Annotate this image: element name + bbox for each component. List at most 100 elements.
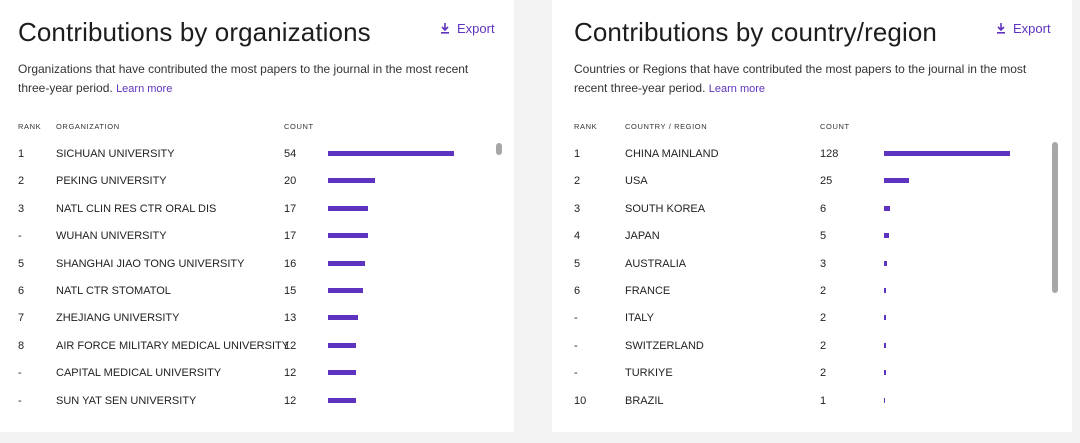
bar	[884, 370, 886, 376]
name-cell: CAPITAL MEDICAL UNIVERSITY	[56, 367, 222, 380]
count-header: COUNT	[284, 122, 314, 131]
panel-title: Contributions by country/region	[574, 17, 937, 47]
name-cell: SUN YAT SEN UNIVERSITY	[56, 394, 197, 407]
table-row: 3 SOUTH KOREA 6	[552, 199, 1072, 219]
table-row: 5 AUSTRALIA 3	[552, 254, 1072, 274]
rank-cell: 7	[18, 312, 25, 325]
table-row: - TURKIYE 2	[552, 363, 1072, 383]
name-cell: USA	[625, 175, 648, 188]
panel-title: Contributions by organizations	[18, 17, 371, 47]
count-cell: 2	[820, 285, 827, 297]
count-cell: 2	[820, 312, 827, 325]
export-button[interactable]: Export	[996, 21, 1051, 36]
bar	[328, 205, 368, 211]
name-cell: ZHEJIANG UNIVERSITY	[56, 312, 180, 325]
table-row: 2 PEKING UNIVERSITY 20	[0, 171, 514, 191]
count-cell: 6	[820, 202, 827, 215]
name-cell: SOUTH KOREA	[625, 202, 706, 215]
count-cell: 13	[284, 312, 297, 325]
export-label: Export	[1013, 21, 1051, 36]
table-row: 4 JAPAN 5	[552, 226, 1072, 246]
bar	[328, 151, 454, 156]
rank-cell: 10	[574, 394, 587, 407]
count-cell: 25	[820, 175, 833, 188]
panel-description: Countries or Regions that have contribut…	[574, 60, 1034, 99]
name-cell: AIR FORCE MILITARY MEDICAL UNIVERSITY	[56, 339, 290, 352]
rank-cell: 2	[18, 175, 25, 188]
rank-cell: 8	[18, 339, 25, 352]
table-row: 2 USA 25	[552, 171, 1072, 191]
count-cell: 12	[284, 367, 297, 380]
bar	[884, 342, 886, 348]
bar	[884, 397, 885, 403]
table-row: 6 FRANCE 2	[552, 281, 1072, 301]
count-cell: 1	[820, 394, 827, 407]
rank-cell: 2	[574, 175, 581, 188]
table-row: 3 NATL CLIN RES CTR ORAL DIS 17	[0, 199, 514, 219]
name-cell: JAPAN	[625, 230, 660, 243]
name-header: COUNTRY / REGION	[625, 122, 708, 131]
count-cell: 128	[820, 148, 839, 160]
name-cell: CHINA MAINLAND	[625, 148, 719, 160]
bar	[328, 260, 366, 266]
organizations-panel: Contributions by organizations Export Or…	[0, 0, 514, 432]
bar	[884, 151, 1010, 156]
name-cell: SICHUAN UNIVERSITY	[56, 148, 175, 160]
count-cell: 12	[284, 339, 297, 352]
count-cell: 16	[284, 257, 297, 270]
name-cell: SHANGHAI JIAO TONG UNIVERSITY	[56, 257, 245, 270]
name-cell: PEKING UNIVERSITY	[56, 175, 167, 188]
export-button[interactable]: Export	[440, 21, 495, 36]
bar	[328, 397, 356, 403]
name-cell: WUHAN UNIVERSITY	[56, 230, 167, 243]
table-row: - CAPITAL MEDICAL UNIVERSITY 12	[0, 363, 514, 383]
rank-header: RANK	[18, 122, 42, 131]
rank-cell: -	[18, 367, 22, 380]
name-cell: TURKIYE	[625, 367, 673, 380]
table-row: - SUN YAT SEN UNIVERSITY 12	[0, 391, 514, 411]
count-cell: 2	[820, 367, 827, 380]
rank-cell: 3	[574, 202, 581, 215]
rank-cell: 6	[574, 285, 581, 297]
bar	[328, 370, 356, 376]
count-cell: 3	[820, 257, 827, 270]
rank-cell: 1	[574, 148, 581, 160]
name-cell: NATL CTR STOMATOL	[56, 285, 171, 297]
name-cell: FRANCE	[625, 285, 671, 297]
name-cell: ITALY	[625, 312, 654, 325]
bar	[328, 342, 356, 348]
description-text: Organizations that have contributed the …	[18, 62, 469, 95]
rank-cell: 1	[18, 148, 25, 160]
bar	[884, 315, 886, 321]
table-row: 5 SHANGHAI JIAO TONG UNIVERSITY 16	[0, 254, 514, 274]
scrollbar-thumb[interactable]	[496, 143, 502, 155]
rank-cell: 4	[574, 230, 581, 243]
scrollbar-thumb[interactable]	[1052, 142, 1058, 293]
table-row: 7 ZHEJIANG UNIVERSITY 13	[0, 308, 514, 328]
table-row: 10 BRAZIL 1	[552, 391, 1072, 411]
bar	[884, 178, 909, 184]
download-icon	[997, 23, 1005, 34]
count-cell: 15	[284, 285, 297, 297]
count-cell: 20	[284, 175, 297, 188]
rank-cell: 6	[18, 285, 25, 297]
name-header: ORGANIZATION	[56, 122, 120, 131]
name-cell: AUSTRALIA	[625, 257, 687, 270]
bar	[884, 233, 889, 239]
rank-cell: 5	[574, 257, 581, 270]
count-cell: 17	[284, 230, 297, 243]
bar	[884, 288, 886, 293]
rank-cell: 3	[18, 202, 25, 215]
name-cell: SWITZERLAND	[625, 339, 704, 352]
table-row: 1 SICHUAN UNIVERSITY 54	[0, 144, 514, 164]
rank-cell: -	[574, 339, 578, 352]
learn-more-link[interactable]: Learn more	[116, 83, 173, 95]
count-cell: 12	[284, 394, 297, 407]
download-icon	[441, 23, 449, 34]
count-cell: 2	[820, 339, 827, 352]
rank-header: RANK	[574, 122, 598, 131]
table-row: 6 NATL CTR STOMATOL 15	[0, 281, 514, 301]
count-cell: 17	[284, 202, 297, 215]
learn-more-link[interactable]: Learn more	[708, 83, 766, 95]
count-cell: 54	[284, 148, 297, 160]
